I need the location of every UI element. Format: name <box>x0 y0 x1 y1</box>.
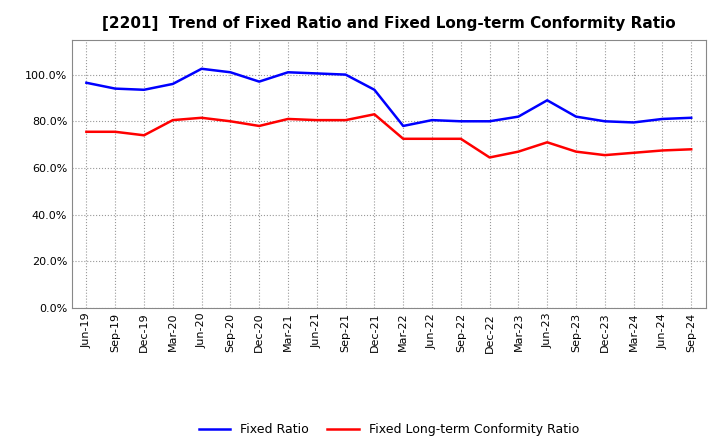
Fixed Long-term Conformity Ratio <box>140 132 148 138</box>
Fixed Long-term Conformity Ratio <box>168 117 177 123</box>
Fixed Long-term Conformity Ratio <box>370 112 379 117</box>
Fixed Long-term Conformity Ratio <box>255 123 264 128</box>
Fixed Ratio <box>111 86 120 91</box>
Fixed Ratio <box>370 87 379 92</box>
Fixed Long-term Conformity Ratio <box>543 139 552 145</box>
Line: Fixed Long-term Conformity Ratio: Fixed Long-term Conformity Ratio <box>86 114 691 158</box>
Fixed Long-term Conformity Ratio <box>687 147 696 152</box>
Fixed Ratio <box>82 80 91 85</box>
Fixed Ratio <box>341 72 350 77</box>
Fixed Long-term Conformity Ratio <box>226 119 235 124</box>
Fixed Ratio <box>255 79 264 84</box>
Fixed Long-term Conformity Ratio <box>82 129 91 135</box>
Fixed Long-term Conformity Ratio <box>456 136 465 141</box>
Fixed Long-term Conformity Ratio <box>111 129 120 135</box>
Fixed Ratio <box>543 98 552 103</box>
Fixed Ratio <box>399 123 408 128</box>
Fixed Ratio <box>687 115 696 121</box>
Legend: Fixed Ratio, Fixed Long-term Conformity Ratio: Fixed Ratio, Fixed Long-term Conformity … <box>194 418 584 440</box>
Fixed Ratio <box>658 116 667 121</box>
Fixed Ratio <box>226 70 235 75</box>
Fixed Ratio <box>168 81 177 87</box>
Fixed Long-term Conformity Ratio <box>572 149 580 154</box>
Fixed Ratio <box>428 117 436 123</box>
Fixed Long-term Conformity Ratio <box>629 150 638 155</box>
Fixed Long-term Conformity Ratio <box>514 149 523 154</box>
Fixed Ratio <box>572 114 580 119</box>
Fixed Long-term Conformity Ratio <box>658 148 667 153</box>
Fixed Ratio <box>140 87 148 92</box>
Fixed Ratio <box>600 119 609 124</box>
Fixed Ratio <box>629 120 638 125</box>
Fixed Long-term Conformity Ratio <box>197 115 206 121</box>
Line: Fixed Ratio: Fixed Ratio <box>86 69 691 126</box>
Fixed Long-term Conformity Ratio <box>600 153 609 158</box>
Fixed Ratio <box>284 70 292 75</box>
Fixed Ratio <box>485 119 494 124</box>
Fixed Ratio <box>514 114 523 119</box>
Fixed Long-term Conformity Ratio <box>485 155 494 160</box>
Fixed Long-term Conformity Ratio <box>341 117 350 123</box>
Title: [2201]  Trend of Fixed Ratio and Fixed Long-term Conformity Ratio: [2201] Trend of Fixed Ratio and Fixed Lo… <box>102 16 675 32</box>
Fixed Long-term Conformity Ratio <box>312 117 321 123</box>
Fixed Ratio <box>312 71 321 76</box>
Fixed Ratio <box>197 66 206 71</box>
Fixed Long-term Conformity Ratio <box>284 116 292 121</box>
Fixed Ratio <box>456 119 465 124</box>
Fixed Long-term Conformity Ratio <box>428 136 436 141</box>
Fixed Long-term Conformity Ratio <box>399 136 408 141</box>
